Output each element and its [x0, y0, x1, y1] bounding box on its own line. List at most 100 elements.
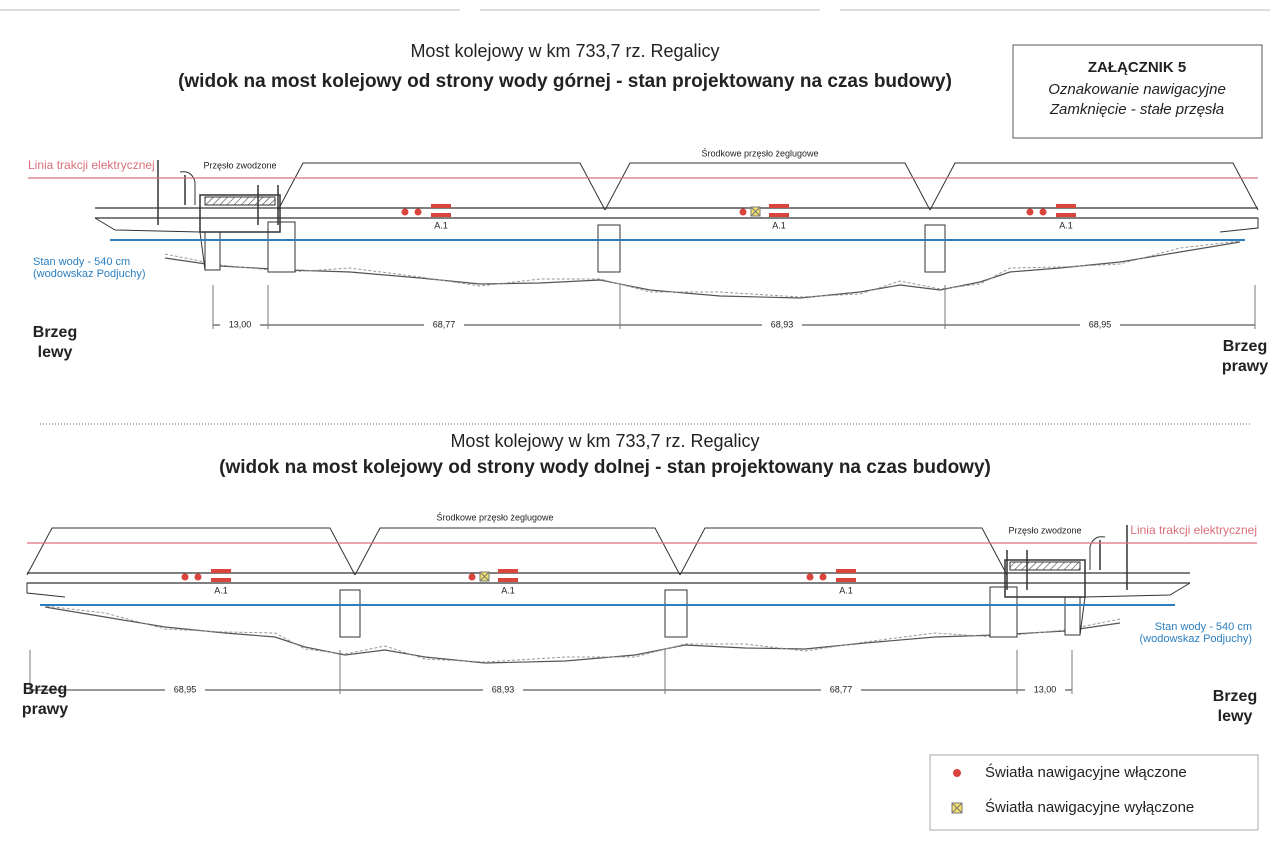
legend-light-on	[953, 769, 961, 777]
truss	[679, 527, 1008, 576]
nav-light-on	[819, 573, 827, 581]
nav-sign	[498, 578, 518, 582]
nav-sign-label: A.1	[1059, 220, 1073, 230]
riverbed	[164, 241, 1241, 299]
dimension-label: 68,77	[433, 319, 456, 329]
nav-light-on	[1039, 208, 1047, 216]
annex-line: Oznakowanie nawigacyjne	[1048, 81, 1226, 98]
abutment	[1079, 582, 1191, 636]
pier	[1064, 596, 1081, 636]
traction-label: Linia trakcji elektrycznej	[28, 158, 155, 172]
view-subtitle: (widok na most kolejowy od strony wody d…	[219, 457, 991, 478]
nav-light-on	[414, 208, 422, 216]
dimension-gap	[165, 684, 205, 696]
lift-span-label: Przęsło zwodzone	[203, 160, 276, 170]
nav-light-on	[181, 573, 189, 581]
dimension-label: 68,93	[492, 684, 515, 694]
nav-sign-label: A.1	[839, 585, 853, 595]
lift-span-hatch	[1009, 561, 1081, 571]
nav-light-off-cross	[750, 206, 761, 217]
nav-sign-label: A.1	[214, 585, 228, 595]
truss	[929, 162, 1259, 211]
nav-sign	[1056, 213, 1076, 217]
nav-sign	[836, 578, 856, 582]
bank-label: Brzeg	[33, 324, 77, 341]
lift-span-label: Przęsło zwodzone	[1008, 525, 1081, 535]
dimension-label: 68,93	[771, 319, 794, 329]
pier	[664, 589, 688, 638]
dimension-label: 13,00	[1034, 684, 1057, 694]
pier	[204, 231, 221, 271]
nav-light-off-cross	[479, 571, 490, 582]
abutment	[94, 217, 206, 271]
dimension-gap	[483, 684, 523, 696]
bank-label: prawy	[22, 701, 68, 718]
nav-sign	[498, 569, 518, 573]
truss	[277, 162, 606, 211]
nav-sign	[836, 569, 856, 573]
water-label: Stan wody - 540 cm	[33, 256, 130, 268]
dimension-gap	[424, 319, 464, 331]
water-label: Stan wody - 540 cm	[1155, 621, 1252, 633]
pier	[597, 224, 621, 273]
dimension-gap	[821, 684, 861, 696]
pier	[989, 586, 1018, 638]
nav-sign	[211, 569, 231, 573]
bank-label: Brzeg	[1213, 688, 1257, 705]
nav-light-on	[1026, 208, 1034, 216]
bank-label: lewy	[38, 344, 73, 361]
nav-sign-label: A.1	[434, 220, 448, 230]
truss	[604, 162, 931, 211]
annex-title: ZAŁĄCZNIK 5	[1088, 59, 1186, 76]
legend-light-off-cross	[951, 802, 963, 814]
annex-box	[1012, 44, 1263, 139]
dimension-label: 68,77	[830, 684, 853, 694]
annex-line: Zamknięcie - stałe przęsła	[1049, 101, 1224, 118]
bank-label: lewy	[1218, 708, 1253, 725]
dimension-gap	[220, 319, 260, 331]
tower	[179, 171, 196, 205]
legend-box	[929, 754, 1259, 831]
pier	[267, 221, 296, 273]
nav-sign	[769, 204, 789, 208]
legend-label: Światła nawigacyjne wyłączone	[985, 798, 1194, 816]
nav-sign	[769, 213, 789, 217]
nav-light-on	[401, 208, 409, 216]
dimension-label: 68,95	[174, 684, 197, 694]
nav-sign	[211, 578, 231, 582]
riverbed	[44, 606, 1121, 664]
truss	[26, 527, 356, 576]
nav-light-on	[194, 573, 202, 581]
water-label: (wodowskaz Podjuchy)	[1140, 633, 1253, 645]
view-title: Most kolejowy w km 733,7 rz. Regalicy	[410, 41, 719, 61]
nav-sign	[431, 213, 451, 217]
view-subtitle: (widok na most kolejowy od strony wody g…	[178, 71, 952, 92]
bank-label: Brzeg	[1223, 338, 1267, 355]
nav-light-on	[739, 208, 747, 216]
view-title: Most kolejowy w km 733,7 rz. Regalicy	[450, 431, 759, 451]
traction-label: Linia trakcji elektrycznej	[1130, 523, 1257, 537]
tower	[1089, 536, 1106, 570]
legend-label: Światła nawigacyjne włączone	[985, 763, 1187, 781]
pier	[339, 589, 361, 638]
dimension-gap	[762, 319, 802, 331]
lift-span-hatch	[204, 196, 276, 206]
dimension-gap	[1025, 684, 1065, 696]
truss	[354, 527, 681, 576]
pier	[924, 224, 946, 273]
nav-sign	[431, 204, 451, 208]
bank-label: prawy	[1222, 358, 1268, 375]
dimension-label: 13,00	[229, 319, 252, 329]
nav-span-label: Środkowe przęsło żeglugowe	[701, 147, 818, 158]
nav-light-on	[806, 573, 814, 581]
nav-sign-label: A.1	[772, 220, 786, 230]
nav-sign-label: A.1	[501, 585, 515, 595]
nav-sign	[1056, 204, 1076, 208]
dimension-label: 68,95	[1089, 319, 1112, 329]
nav-light-on	[468, 573, 476, 581]
bank-label: Brzeg	[23, 681, 67, 698]
nav-span-label: Środkowe przęsło żeglugowe	[436, 511, 553, 522]
